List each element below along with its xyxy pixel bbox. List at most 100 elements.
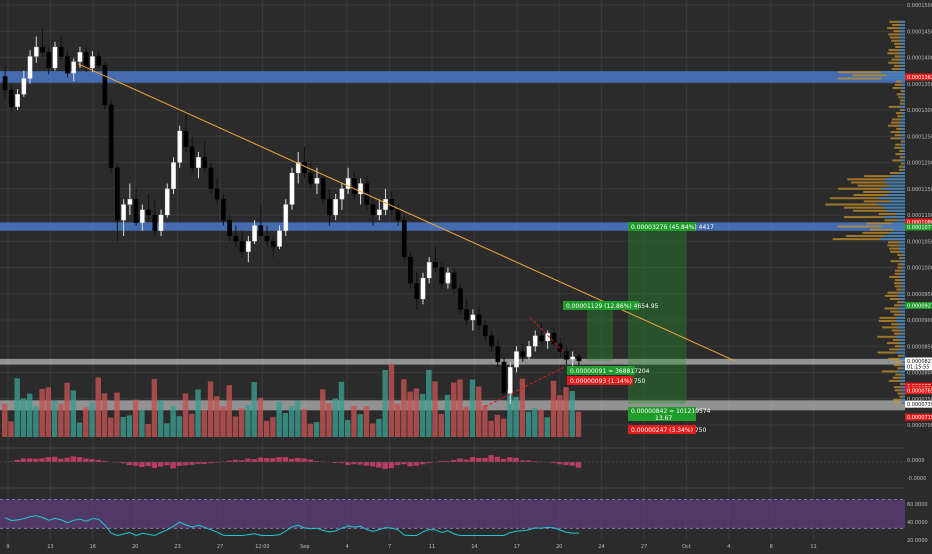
- candle: [315, 178, 319, 183]
- volume-profile-bar: [899, 342, 905, 344]
- volume-profile-bar: [900, 122, 905, 124]
- price-marker-label: 0.00007397: [907, 402, 932, 408]
- volume-bar: [488, 421, 493, 437]
- macd-tick-label: -0.0000: [907, 476, 926, 482]
- candle: [109, 105, 113, 168]
- time-tick-label: 17: [514, 544, 520, 550]
- volume-profile-bar: [901, 282, 905, 284]
- candle: [564, 352, 568, 360]
- volume-profile-bar: [899, 380, 905, 382]
- candle: [159, 215, 163, 231]
- macd-histogram-bar: [276, 457, 281, 462]
- price-tick-label: 0.00011500: [907, 187, 932, 193]
- candle: [521, 352, 525, 357]
- volume-bar: [457, 379, 462, 437]
- target-2-label: 0.00001129 (12.86%) 4654.95: [566, 303, 659, 310]
- volume-profile-bar: [887, 210, 905, 212]
- candle: [84, 52, 88, 68]
- volume-profile-bar: [901, 30, 905, 32]
- candle: [284, 205, 288, 231]
- macd-histogram-bar: [507, 457, 512, 462]
- candle: [508, 367, 512, 393]
- candle: [196, 157, 200, 168]
- candle: [115, 168, 119, 221]
- volume-profile-bar: [901, 345, 905, 347]
- candle: [271, 241, 275, 246]
- volume-bar: [21, 398, 26, 437]
- time-tick-label: 13: [47, 544, 53, 550]
- volume-profile-bar: [902, 153, 905, 155]
- volume-profile-bar: [884, 216, 905, 218]
- price-marker-label: 0.00010771: [907, 225, 932, 231]
- candle: [128, 199, 132, 204]
- macd-histogram-bar: [46, 457, 51, 462]
- candle: [65, 56, 69, 73]
- volume-profile-bar: [881, 78, 905, 80]
- candle: [533, 336, 537, 347]
- volume-profile-bar: [890, 232, 905, 234]
- price-tick-label: 0.00007000: [907, 423, 932, 429]
- volume-profile-bar: [901, 339, 905, 341]
- volume-bar: [77, 423, 82, 437]
- volume-bar: [264, 421, 269, 437]
- candle: [552, 333, 556, 344]
- volume-profile-bar: [900, 323, 905, 325]
- candle: [433, 262, 437, 267]
- volume-profile-bar: [904, 163, 905, 165]
- volume-bar: [395, 404, 400, 437]
- volume-bar: [295, 401, 300, 437]
- volume-profile-bar: [900, 24, 905, 26]
- candle: [464, 310, 468, 321]
- volume-bar: [495, 415, 500, 437]
- volume-profile-bar: [901, 159, 905, 161]
- volume-bar: [451, 382, 456, 437]
- volume-bar: [220, 406, 225, 437]
- candle: [539, 336, 543, 341]
- time-tick-label: 24: [598, 544, 604, 550]
- volume-profile-bar: [903, 150, 905, 152]
- candle: [302, 163, 306, 174]
- volume-profile-bar: [903, 156, 905, 158]
- volume-profile-bar: [900, 21, 905, 23]
- volume-bar: [233, 416, 238, 437]
- volume-profile-bar: [896, 213, 905, 215]
- stop-2-label: 0.00000247 (3.34%) 750: [631, 427, 706, 434]
- volume-profile-bar: [903, 383, 905, 385]
- macd-histogram-bar: [376, 462, 381, 468]
- volume-bar: [33, 406, 38, 437]
- volume-bar: [470, 380, 475, 437]
- volume-profile-bar: [899, 62, 905, 64]
- macd-histogram-bar: [389, 462, 394, 468]
- price-axis[interactable]: 0.000150000.000145000.000140000.00013500…: [905, 0, 932, 550]
- volume-profile-bar: [899, 27, 905, 29]
- candle: [421, 278, 425, 299]
- candle: [9, 90, 13, 107]
- volume-profile-bar: [902, 374, 905, 376]
- volume-bar: [2, 404, 7, 437]
- candle: [184, 131, 188, 147]
- volume-profile-bar: [893, 229, 905, 231]
- support-resistance-zone: [0, 71, 905, 83]
- volume-profile-bar: [900, 251, 905, 253]
- price-marker-label: 0.00009277: [907, 303, 932, 309]
- price-tick-label: 0.00013000: [907, 108, 932, 114]
- volume-profile-bar: [877, 204, 905, 206]
- volume-profile-bar: [887, 194, 905, 196]
- candle: [277, 231, 281, 247]
- volume-bar: [276, 402, 281, 437]
- candle: [309, 173, 313, 184]
- volume-bar: [83, 407, 88, 437]
- macd-histogram-bar: [158, 462, 163, 467]
- volume-profile-bar: [903, 169, 905, 171]
- volume-bar: [401, 379, 406, 437]
- price-tick-label: 0.00014500: [907, 29, 932, 35]
- target-1-label: 0.00003276 (45.84%) 4417: [631, 224, 714, 231]
- macd-histogram-bar: [264, 458, 269, 462]
- volume-bar: [382, 370, 387, 437]
- volume-bar: [432, 381, 437, 437]
- candle: [22, 79, 26, 95]
- macd-histogram-bar: [495, 457, 500, 462]
